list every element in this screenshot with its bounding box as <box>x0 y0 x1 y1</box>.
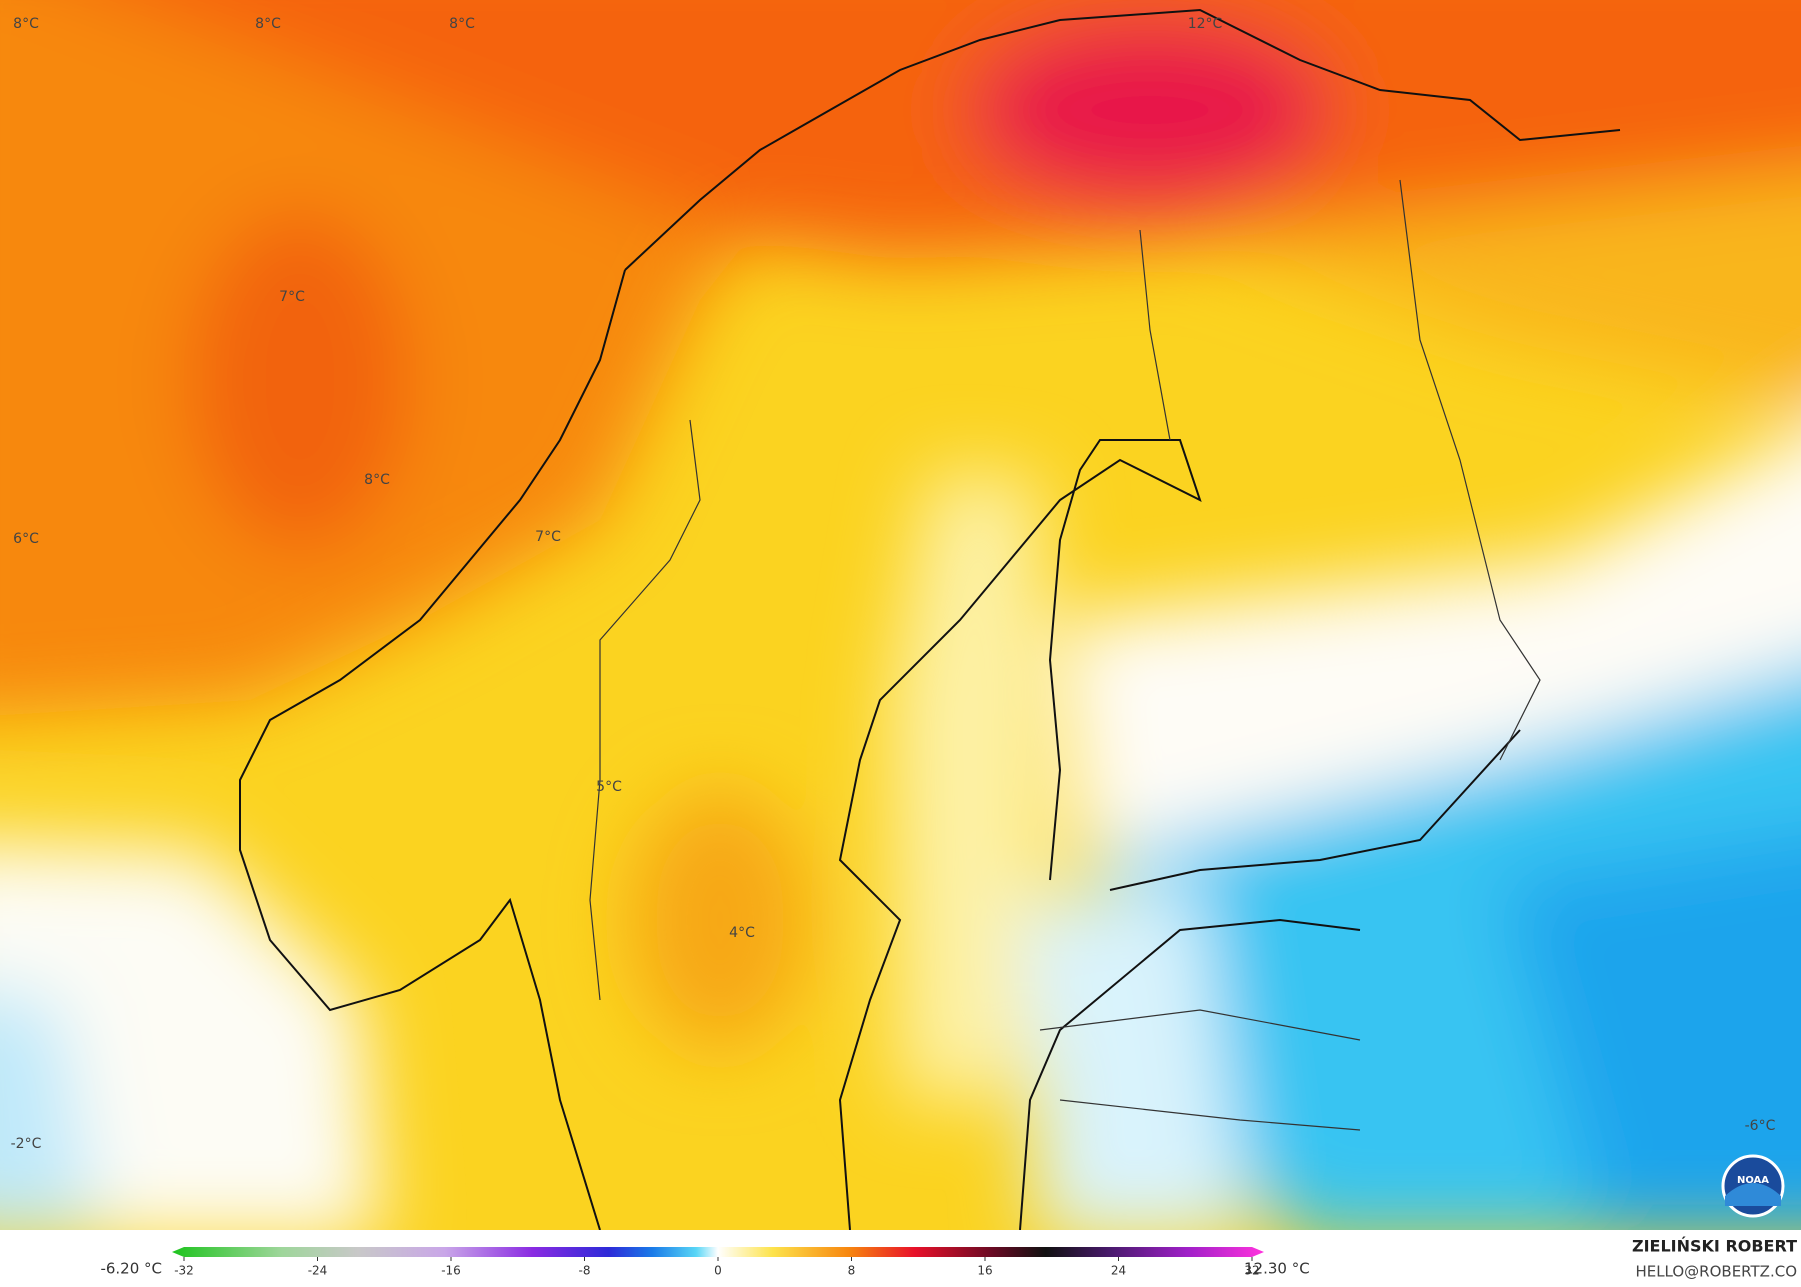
credit-name: ZIELIŃSKI ROBERT <box>1632 1237 1797 1256</box>
colorbar-tick-label: 8 <box>848 1264 856 1278</box>
min-label: -6.20 °C <box>100 1260 162 1278</box>
colorbar-tick-label: -16 <box>441 1264 461 1278</box>
noaa-logo: NOAA <box>1721 1154 1785 1218</box>
temperature-label: 8°C <box>255 16 281 32</box>
credit-contact: HELLO@ROBERTZ.CO <box>1635 1263 1797 1281</box>
colorbar-tick-label: -32 <box>174 1264 194 1278</box>
temperature-label: 6°C <box>13 531 39 547</box>
colorbar <box>172 1247 1264 1257</box>
temperature-label: -2°C <box>11 1136 42 1152</box>
temperature-label: 8°C <box>449 16 475 32</box>
colorbar-tick-label: 16 <box>977 1264 992 1278</box>
colorbar-tick-label: -8 <box>579 1264 591 1278</box>
temperature-label: 5°C <box>596 779 622 795</box>
temperature-label: 8°C <box>13 16 39 32</box>
temperature-label: 4°C <box>729 925 755 941</box>
colorbar-tick-label: -24 <box>308 1264 328 1278</box>
temperature-label: 12°C <box>1188 16 1223 32</box>
borders <box>589 179 1541 1131</box>
colorbar-tick-label: 0 <box>714 1264 722 1278</box>
temperature-field: 8°C 8°C 8°C 12°C7°C8°C6°C 7°C5°C4°C-2°C-6°C … <box>0 0 1801 1230</box>
max-label: 12.30 °C <box>1244 1260 1310 1278</box>
temperature-label: 8°C <box>364 472 390 488</box>
temperature-label: -6°C <box>1745 1118 1776 1134</box>
colorbar-tick-label: 32 <box>1244 1264 1259 1278</box>
temperature-label: 7°C <box>535 529 561 545</box>
coastline <box>239 8 1621 1230</box>
colorbar-tick-label: 24 <box>1111 1264 1126 1278</box>
temperature-label: 7°C <box>279 289 305 305</box>
legend-bar: -6.20 °C 12.30 °C ZIELIŃSKI ROBERT HELLO… <box>100 1237 1797 1281</box>
logo-text: NOAA <box>1737 1175 1769 1186</box>
